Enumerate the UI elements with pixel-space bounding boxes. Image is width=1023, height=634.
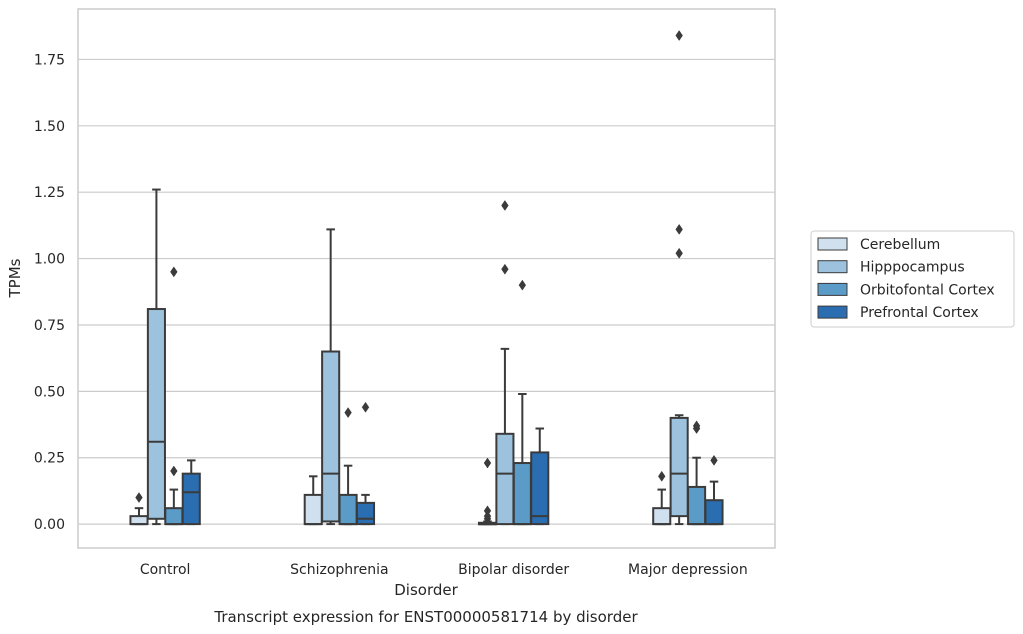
y-tick-label: 0.25 <box>34 451 65 467</box>
plot-frame <box>77 8 776 549</box>
legend-swatch <box>817 282 848 296</box>
x-tick-label: Schizophrenia <box>290 562 388 578</box>
legend: Cerebellum Hipppocampus Orbitofontal Corte… <box>810 230 1015 328</box>
outlier-point <box>518 279 527 291</box>
box-body <box>704 499 724 526</box>
box-prefrontal-cortex-bipolar-disorder <box>530 427 550 526</box>
box-body <box>146 308 166 520</box>
legend-swatch <box>817 237 848 251</box>
boxes <box>129 30 724 526</box>
box-prefrontal-cortex-major-depression <box>704 454 724 526</box>
box-cerebellum-control <box>129 492 149 526</box>
outlier-point <box>501 263 509 275</box>
box-prefrontal-cortex-control <box>181 459 201 526</box>
box-body <box>652 507 672 526</box>
y-tick-label: 1.75 <box>34 52 65 68</box>
y-tick-label: 0.50 <box>34 384 65 400</box>
legend-item-cerebellum: Cerebellum <box>817 237 940 253</box>
outlier-point <box>344 407 352 419</box>
outlier-point <box>483 505 492 517</box>
box-hipppocampus-schizophrenia <box>321 228 341 526</box>
box-hipppocampus-control <box>146 188 166 526</box>
outlier-point <box>170 465 178 477</box>
legend-label: Cerebellum <box>860 237 940 253</box>
box-body <box>181 472 201 526</box>
legend-label: Hipppocampus <box>860 260 965 276</box>
outlier-point <box>710 454 718 466</box>
x-tick-labels: Control Schizophrenia Bipolar disorder Majo… <box>140 562 748 578</box>
outlier-point <box>658 470 666 482</box>
figure-caption: Transcript expression for ENST0000058171… <box>213 608 638 626</box>
box-body <box>338 493 358 526</box>
box-cerebellum-schizophrenia <box>303 475 323 526</box>
x-tick-label: Major depression <box>628 562 748 578</box>
box-body <box>321 350 341 523</box>
y-tick-labels: 0.00 0.25 0.50 0.75 1.00 1.25 1.50 1.75 <box>34 52 65 533</box>
y-tick-label: 1.00 <box>34 252 65 268</box>
box-body <box>687 485 707 526</box>
box-body <box>669 416 689 518</box>
legend-swatch <box>817 305 848 319</box>
outlier-point <box>675 223 683 235</box>
legend-frame <box>810 230 1015 328</box>
legend-label: Orbitofontal Cortex <box>860 282 995 298</box>
y-tick-label: 0.75 <box>34 318 65 334</box>
legend-item-hipppocampus: Hipppocampus <box>817 260 965 276</box>
box-body <box>355 501 376 526</box>
y-tick-label: 0.00 <box>34 517 65 533</box>
box-body <box>512 462 532 526</box>
box-body <box>530 451 550 526</box>
box-body <box>164 507 184 526</box>
legend-item-orbitofontal-cortex: Orbitofontal Cortex <box>817 282 995 298</box>
x-axis-label: Disorder <box>394 581 458 599</box>
box-cerebellum-major-depression <box>652 470 672 526</box>
x-tick-label: Control <box>140 562 191 578</box>
outlier-point <box>170 266 178 278</box>
y-tick-label: 1.25 <box>34 185 65 201</box>
box-orbitofontal-cortex-bipolar-disorder <box>512 279 532 526</box>
y-axis-label: TPMs <box>6 258 24 298</box>
legend-item-prefrontal-cortex: Prefrontal Cortex <box>817 305 979 321</box>
outlier-point <box>483 457 492 469</box>
box-body <box>495 432 515 526</box>
legend-label: Prefrontal Cortex <box>860 305 979 321</box>
y-tick-label: 1.50 <box>34 119 65 135</box>
box-orbitofontal-cortex-control <box>164 266 184 526</box>
outlier-point <box>361 401 370 413</box>
outlier-point <box>675 247 683 259</box>
box-hipppocampus-major-depression <box>669 30 689 526</box>
legend-items: Cerebellum Hipppocampus Orbitofontal Corte… <box>817 237 995 321</box>
outlier-point <box>501 200 509 211</box>
outlier-point <box>692 420 701 432</box>
outlier-point <box>675 30 683 41</box>
box-body <box>303 493 323 526</box>
legend-swatch <box>817 260 848 274</box>
box-body <box>129 515 149 526</box>
outlier-point <box>135 492 143 503</box>
box-prefrontal-cortex-schizophrenia <box>355 401 376 526</box>
x-tick-label: Bipolar disorder <box>458 562 569 578</box>
